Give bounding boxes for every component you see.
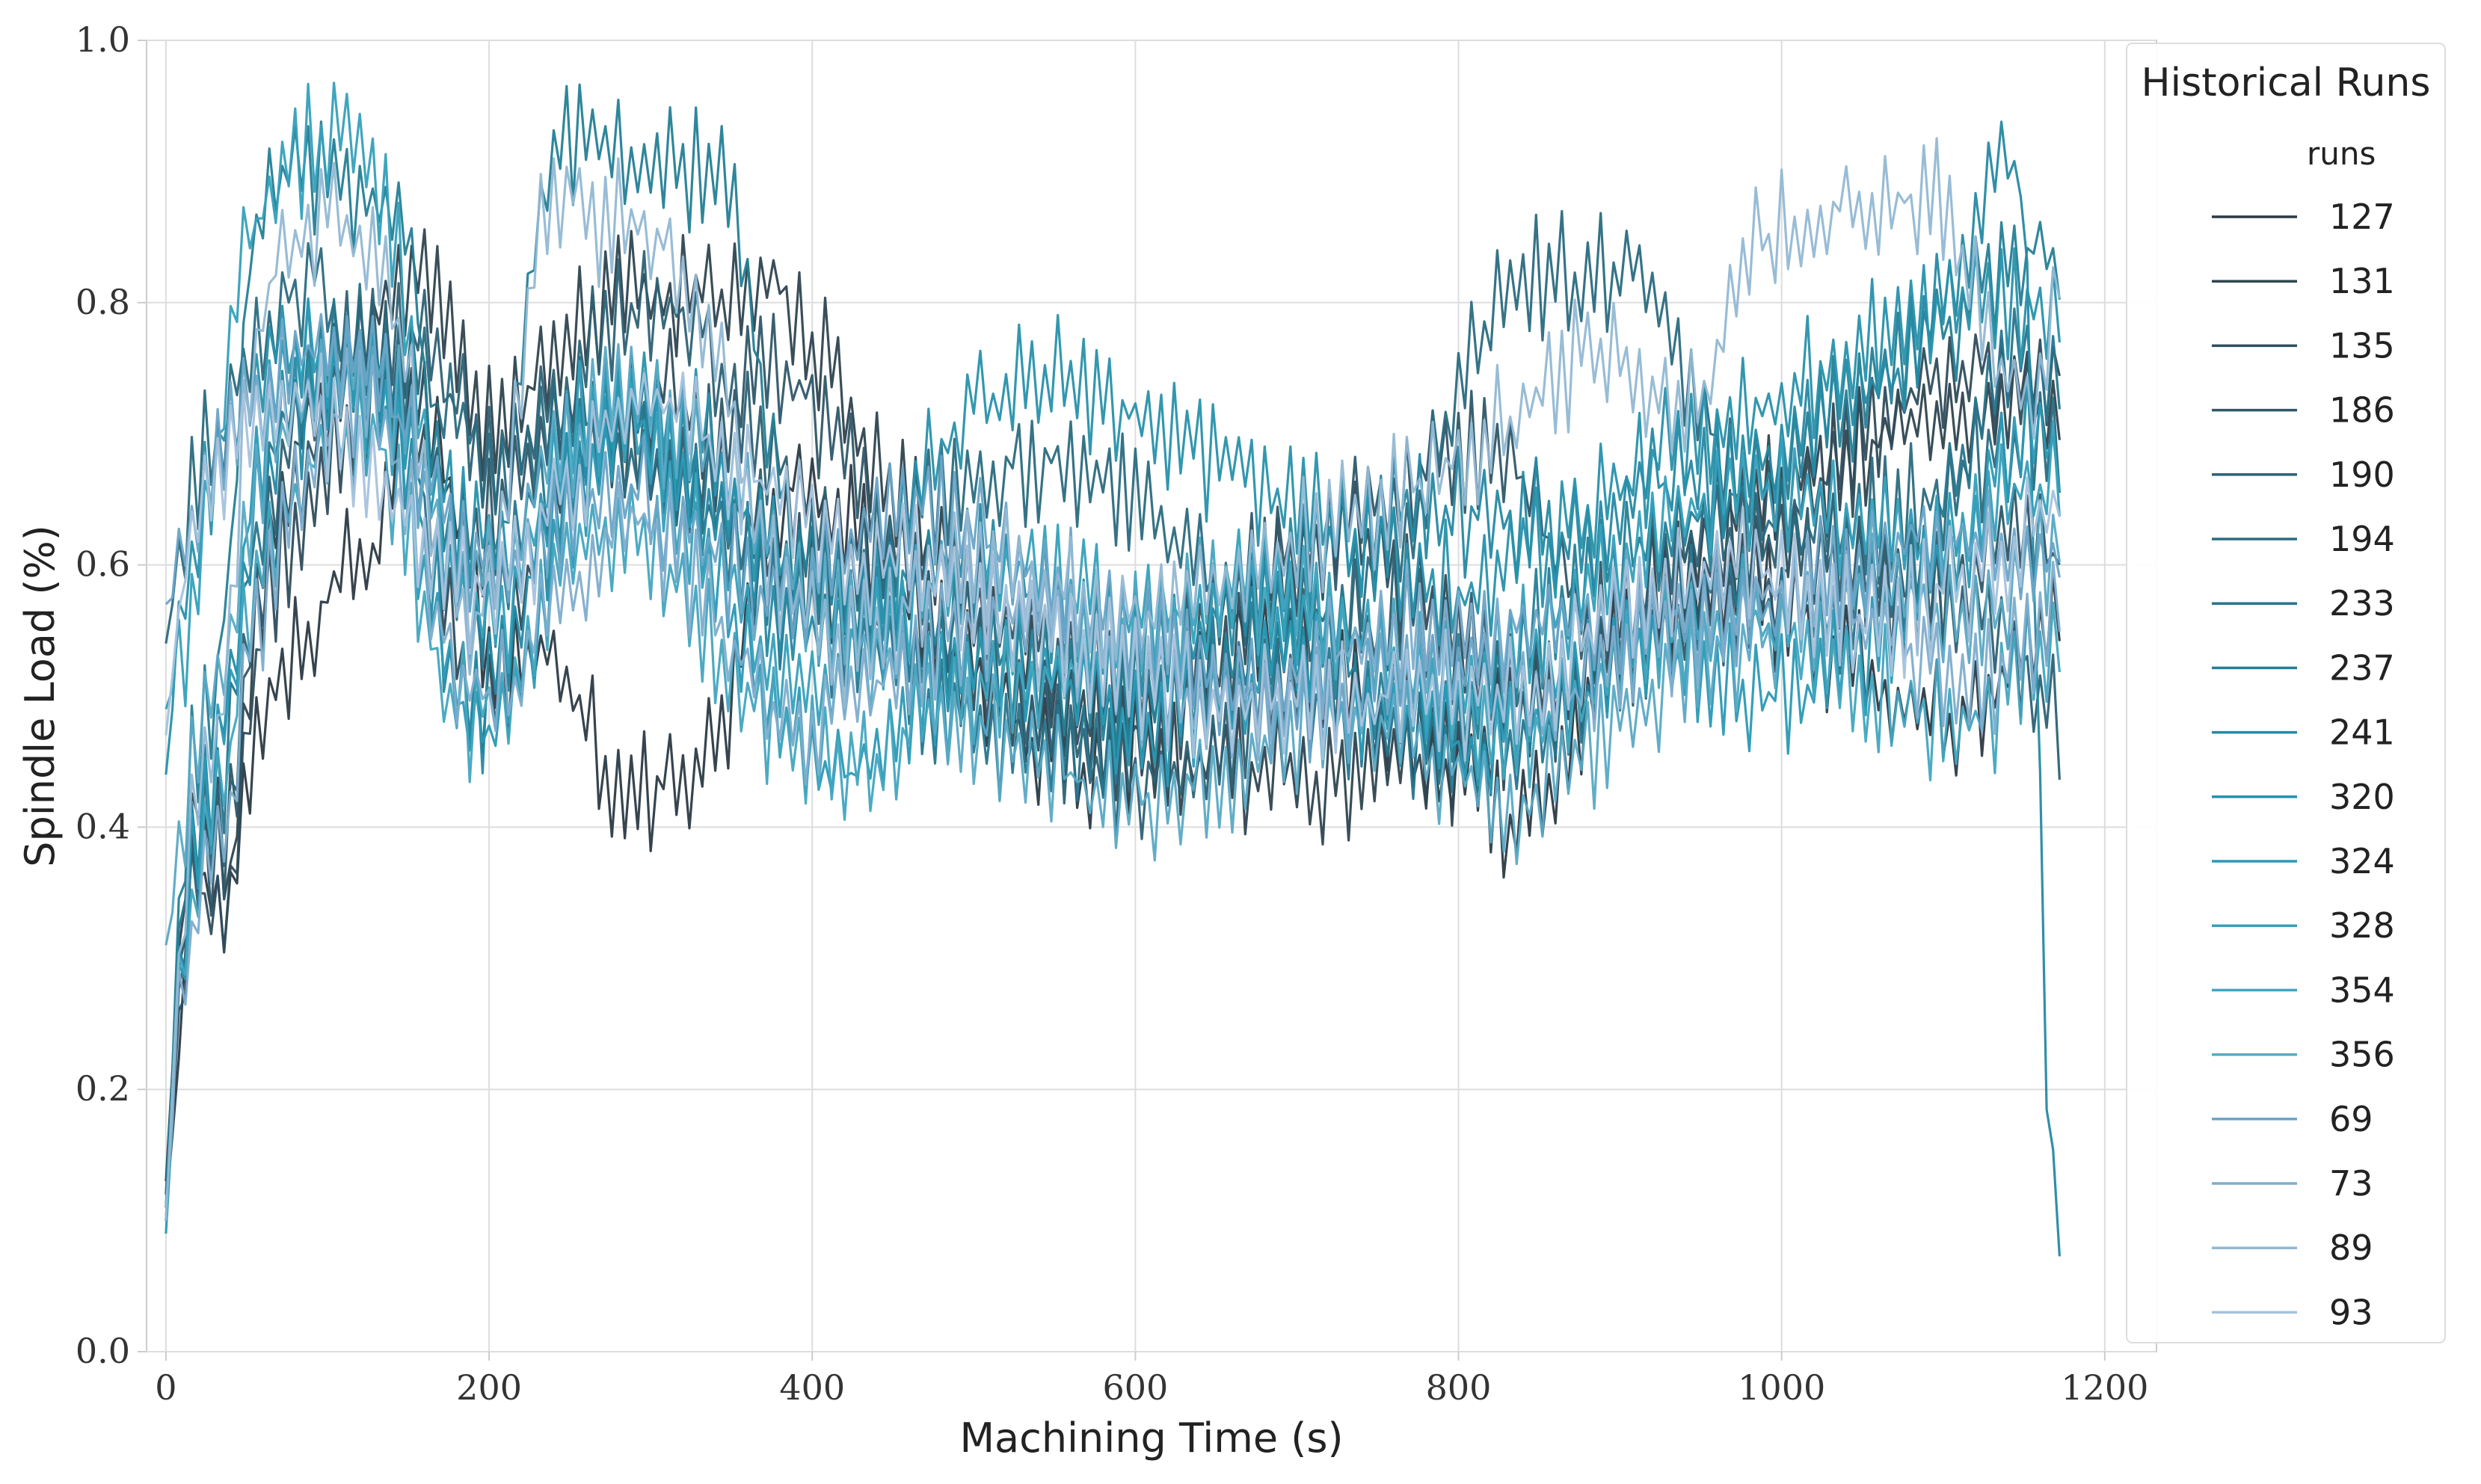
legend-label-233: 233 — [2329, 583, 2395, 624]
series-line-69 — [165, 312, 2061, 764]
series-line-93 — [165, 352, 2061, 762]
legend-label-73: 73 — [2329, 1163, 2373, 1204]
legend-label-135: 135 — [2329, 325, 2395, 366]
y-tick-label: 0.0 — [76, 1331, 130, 1371]
legend-label-131: 131 — [2329, 261, 2395, 301]
y-tick-label: 0.2 — [76, 1068, 130, 1109]
series-line-356 — [165, 326, 2061, 946]
x-tick-label: 1000 — [1738, 1367, 1825, 1408]
legend-title: Historical Runs — [2142, 61, 2431, 105]
y-axis-label: Spindle Load (%) — [16, 525, 64, 867]
legend-subtitle: runs — [2307, 135, 2376, 172]
legend-box — [2126, 43, 2446, 1343]
series-line-324 — [165, 297, 2061, 1234]
series-line-320 — [165, 247, 2061, 775]
series-lines — [165, 81, 2061, 1257]
x-axis-ticks: 0 200 400 600 800 1000 1200 — [155, 1352, 2148, 1408]
legend-label-93: 93 — [2329, 1292, 2373, 1332]
x-tick-label: 800 — [1426, 1367, 1492, 1408]
x-tick-label: 200 — [456, 1367, 522, 1408]
legend-label-328: 328 — [2329, 905, 2395, 946]
legend: Historical Runs runs 127 131 135 186 190 194 2… — [2126, 43, 2446, 1343]
legend-label-356: 356 — [2329, 1035, 2395, 1075]
y-tick-label: 0.6 — [76, 544, 130, 585]
legend-label-69: 69 — [2329, 1099, 2373, 1139]
x-tick-label: 400 — [779, 1367, 845, 1408]
legend-label-190: 190 — [2329, 455, 2395, 495]
legend-label-241: 241 — [2329, 712, 2395, 753]
legend-label-127: 127 — [2329, 197, 2395, 237]
y-tick-label: 1.0 — [76, 19, 130, 60]
legend-entries: 127 131 135 186 190 194 233 237 241 320 324 328 354 3… — [2212, 197, 2395, 1332]
x-tick-label: 600 — [1102, 1367, 1168, 1408]
series-line-89 — [165, 137, 2061, 1221]
y-tick-label: 0.8 — [76, 282, 130, 322]
legend-label-354: 354 — [2329, 970, 2395, 1010]
y-axis-ticks: 0.0 0.2 0.4 0.6 0.8 1.0 — [76, 19, 147, 1371]
x-tick-label: 1200 — [2061, 1367, 2148, 1408]
legend-label-89: 89 — [2329, 1228, 2373, 1268]
x-tick-label: 0 — [155, 1367, 176, 1408]
legend-label-320: 320 — [2329, 777, 2395, 817]
x-axis-label: Machining Time (s) — [959, 1414, 1343, 1462]
legend-label-186: 186 — [2329, 390, 2395, 431]
legend-label-237: 237 — [2329, 647, 2395, 688]
series-line-73 — [165, 347, 2061, 1208]
legend-label-194: 194 — [2329, 519, 2395, 559]
legend-label-324: 324 — [2329, 841, 2395, 881]
y-tick-label: 0.4 — [76, 806, 130, 846]
